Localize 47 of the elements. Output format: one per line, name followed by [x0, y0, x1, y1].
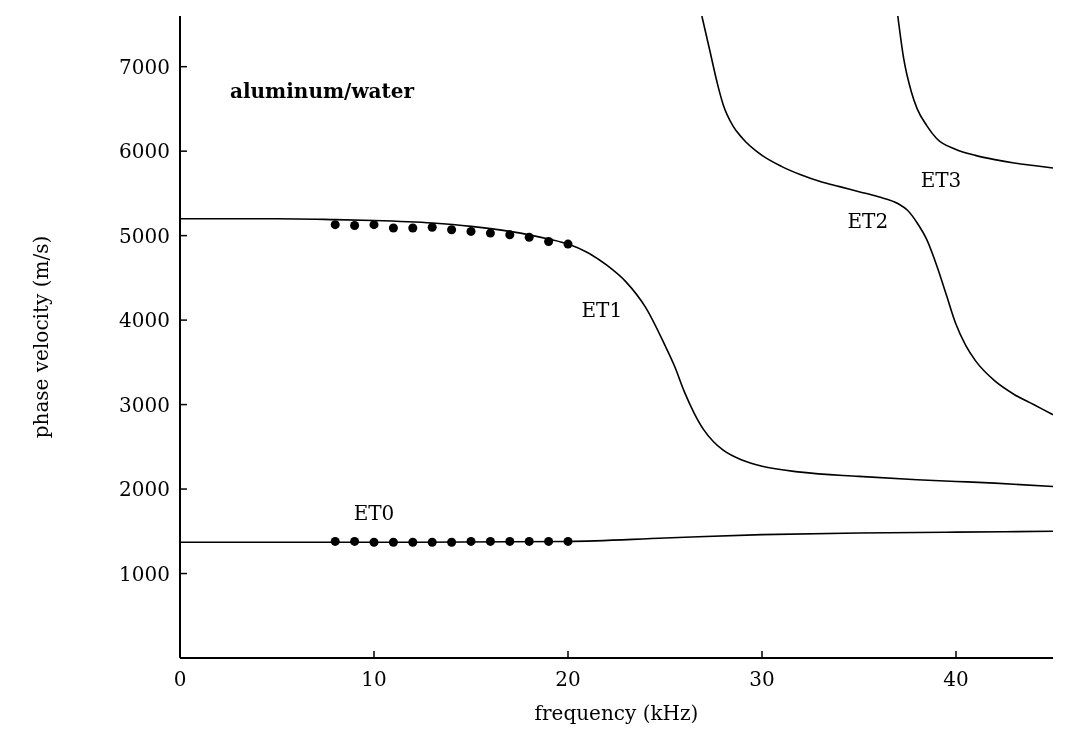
point	[369, 220, 379, 230]
x-tick-label: 40	[943, 667, 969, 691]
point	[563, 536, 573, 546]
y-tick-label: 4000	[119, 308, 170, 333]
y-tick-label: 2000	[119, 477, 170, 502]
annotation: ET0	[353, 501, 395, 526]
point	[544, 536, 554, 546]
point	[408, 223, 418, 233]
line-series	[897, 16, 1053, 169]
annotation: aluminum/water	[230, 79, 415, 103]
annotation: ET2	[847, 208, 889, 233]
point	[330, 220, 340, 230]
annotation: ET3	[920, 168, 962, 193]
point	[388, 537, 398, 547]
point	[524, 536, 534, 546]
point	[563, 239, 573, 249]
y-tick-label: 3000	[119, 392, 170, 417]
point	[466, 536, 476, 546]
point	[427, 537, 437, 547]
y-tick-label: 6000	[119, 139, 170, 164]
point	[466, 226, 476, 236]
point	[505, 230, 515, 240]
x-tick-label: 30	[749, 667, 775, 691]
point	[369, 537, 379, 547]
line-series	[701, 16, 1053, 416]
y-axis-title: phase velocity (m/s)	[29, 235, 53, 439]
annotation: ET1	[581, 298, 623, 323]
point	[330, 536, 340, 546]
point	[447, 537, 457, 547]
point	[524, 232, 534, 242]
x-tick-label: 0	[173, 667, 187, 691]
point	[350, 536, 360, 546]
point	[485, 536, 495, 546]
point	[427, 222, 437, 232]
y-tick-label: 1000	[119, 561, 170, 586]
x-axis-title: frequency (kHz)	[534, 701, 699, 725]
point	[350, 220, 360, 230]
x-tick-label: 20	[555, 667, 581, 691]
point	[447, 225, 457, 235]
x-tick-label: 10	[361, 667, 387, 691]
point	[408, 537, 418, 547]
y-tick-label: 5000	[119, 223, 170, 248]
point	[505, 536, 515, 546]
point	[388, 223, 398, 233]
point	[485, 228, 495, 238]
point	[544, 237, 554, 247]
y-tick-label: 7000	[119, 54, 170, 79]
